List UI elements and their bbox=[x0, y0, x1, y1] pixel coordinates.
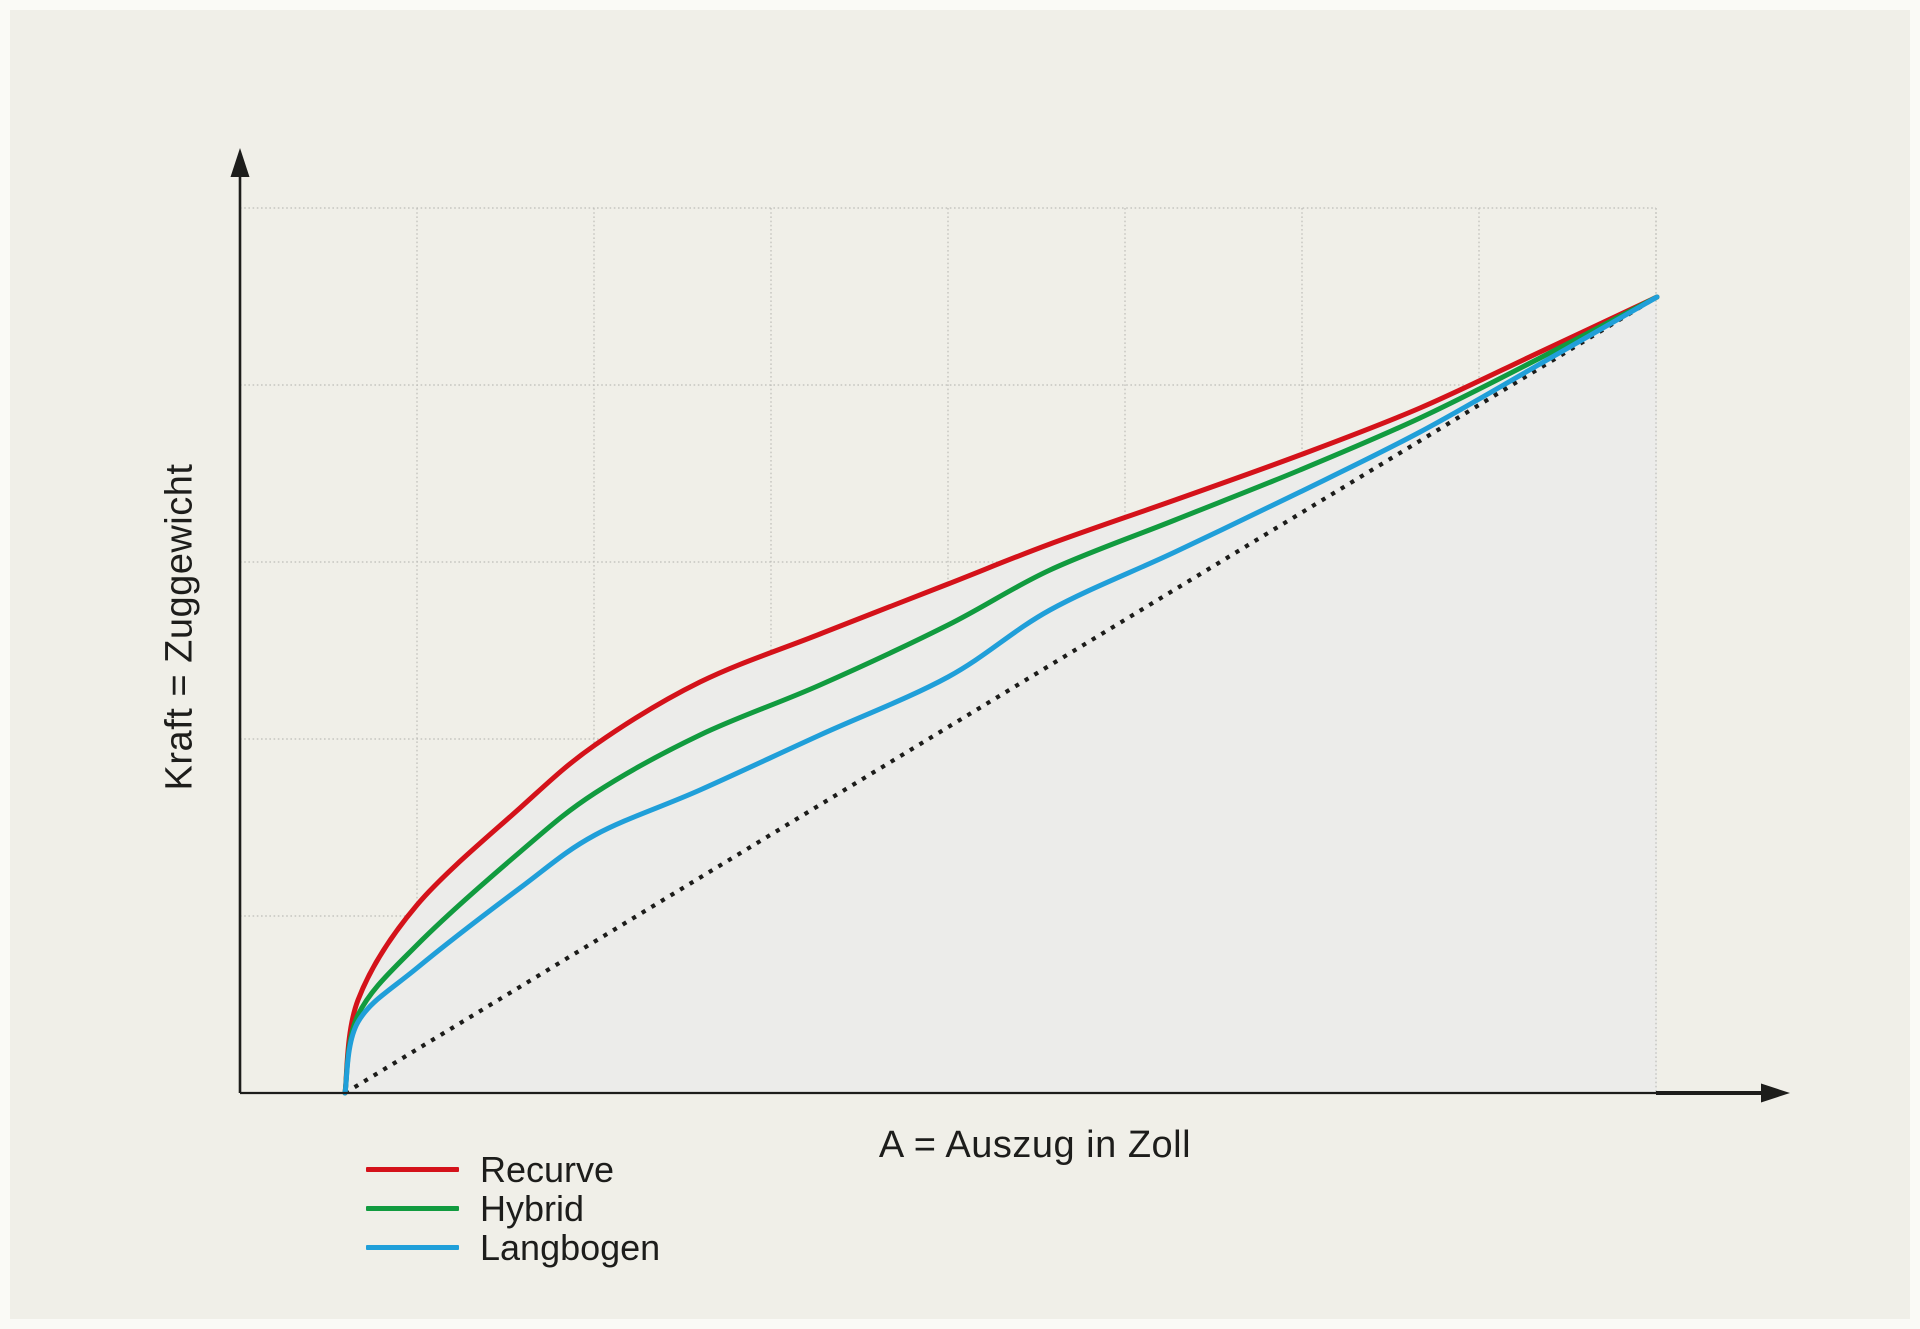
legend-label: Hybrid bbox=[480, 1189, 584, 1228]
legend-label: Recurve bbox=[480, 1150, 614, 1189]
recurve-line-swatch-icon bbox=[366, 1167, 459, 1172]
langbogen-line-swatch-icon bbox=[366, 1245, 459, 1250]
legend-label: Langbogen bbox=[480, 1228, 660, 1267]
x-axis-arrow-icon bbox=[1761, 1084, 1790, 1103]
legend-item-langbogen: Langbogen bbox=[366, 1228, 660, 1267]
y-axis-arrow-icon bbox=[231, 148, 250, 177]
hybrid-line-swatch-icon bbox=[366, 1206, 459, 1211]
y-axis-label: Kraft = Zuggewicht bbox=[159, 464, 202, 791]
legend: Recurve Hybrid Langbogen bbox=[366, 1150, 660, 1267]
legend-item-hybrid: Hybrid bbox=[366, 1189, 660, 1228]
x-axis-label: A = Auszug in Zoll bbox=[835, 1124, 1235, 1167]
legend-item-recurve: Recurve bbox=[366, 1150, 660, 1189]
chart-canvas: Kraft = Zuggewicht A = Auszug in Zoll Re… bbox=[0, 0, 1920, 1329]
